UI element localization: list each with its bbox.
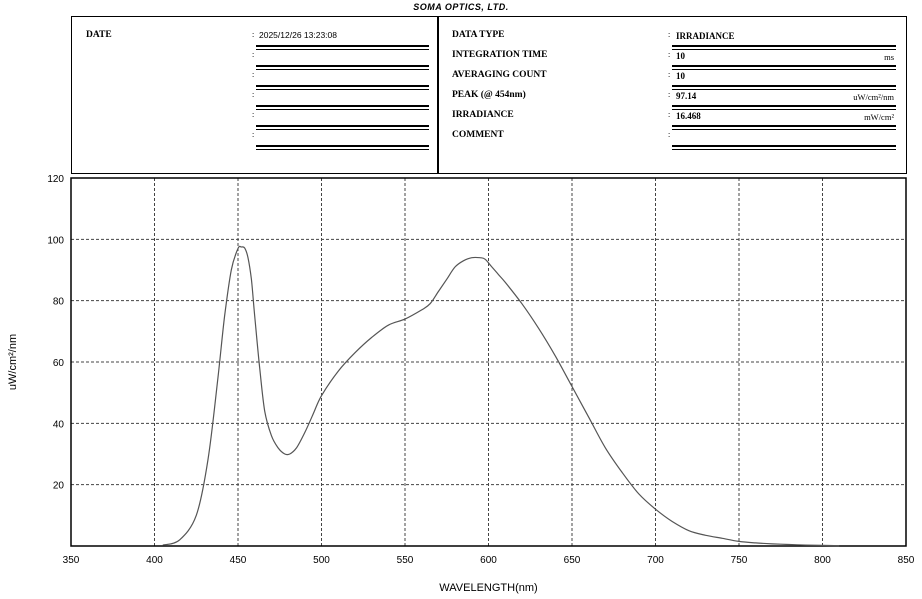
chart-grid (71, 178, 906, 546)
field-underline (672, 145, 896, 147)
chart-axes (70, 177, 907, 547)
header-divider (437, 16, 439, 174)
field-underline (256, 125, 429, 127)
field-underline (256, 65, 429, 67)
field-colon: : (668, 70, 671, 79)
right-field-label: AVERAGING COUNT (452, 70, 547, 80)
field-colon: : (252, 110, 255, 119)
y-tick-label: 100 (47, 235, 64, 246)
right-field-label: INTEGRATION TIME (452, 50, 548, 60)
field-underline (256, 89, 429, 90)
field-underline (256, 69, 429, 70)
x-tick-label: 500 (313, 555, 330, 566)
field-underline (672, 109, 896, 110)
field-underline (256, 109, 429, 110)
plot-frame (70, 177, 907, 547)
x-tick-label: 400 (146, 555, 163, 566)
field-colon: : (252, 130, 255, 139)
y-tick-label: 120 (47, 174, 64, 185)
right-field-value: 10 (676, 51, 685, 61)
chart-tick-labels: 350 400 450 500 550 600 650 700 750 800 850 20 40 60 8… (47, 174, 914, 566)
field-underline (672, 69, 896, 70)
left-field-value: 2025/12/26 13:23:08 (259, 30, 337, 40)
right-field-label: PEAK (@ 454nm) (452, 90, 526, 100)
field-underline (672, 85, 896, 87)
right-field-unit: mW/cm² (864, 112, 894, 122)
field-underline (256, 45, 429, 47)
field-underline (256, 85, 429, 87)
right-field-label: DATA TYPE (452, 30, 505, 40)
field-colon: : (252, 90, 255, 99)
right-field-value: 16.468 (676, 111, 701, 121)
company-name: SOMA OPTICS, LTD. (413, 2, 509, 12)
chart-series (162, 245, 840, 547)
x-tick-label: 850 (898, 555, 915, 566)
right-field-label: COMMENT (452, 130, 504, 140)
right-field-value: IRRADIANCE (676, 31, 735, 41)
spectrum-line (162, 245, 840, 547)
field-underline (672, 65, 896, 67)
left-field-label: DATE (86, 30, 112, 40)
field-underline (672, 105, 896, 107)
right-field-unit: ms (884, 52, 894, 62)
field-underline (256, 49, 429, 50)
y-tick-label: 20 (53, 481, 65, 492)
y-tick-label: 60 (53, 358, 65, 369)
field-colon: : (252, 30, 255, 39)
field-underline (672, 125, 896, 127)
field-colon: : (252, 50, 255, 59)
x-tick-label: 600 (480, 555, 497, 566)
field-underline (256, 145, 429, 147)
field-underline (672, 149, 896, 150)
header-table (71, 16, 907, 174)
right-field-value: 97.14 (676, 91, 697, 101)
field-colon: : (668, 50, 671, 59)
x-axis-title: WAVELENGTH(nm) (439, 582, 537, 594)
field-colon: : (668, 130, 671, 139)
x-tick-label: 550 (397, 555, 414, 566)
field-underline (256, 149, 429, 150)
x-tick-label: 750 (731, 555, 748, 566)
field-underline (672, 89, 896, 90)
x-tick-label: 450 (230, 555, 247, 566)
x-tick-label: 350 (63, 555, 80, 566)
field-underline (672, 129, 896, 130)
y-axis-title: uW/cm²/nm (7, 334, 19, 390)
x-tick-label: 700 (647, 555, 664, 566)
x-tick-label: 650 (564, 555, 581, 566)
field-underline (672, 45, 896, 47)
field-underline (256, 129, 429, 130)
field-underline (672, 49, 896, 50)
field-colon: : (668, 30, 671, 39)
right-field-unit: uW/cm²/nm (853, 92, 894, 102)
y-tick-label: 80 (53, 297, 65, 308)
x-tick-label: 800 (814, 555, 831, 566)
field-colon: : (668, 90, 671, 99)
right-field-label: IRRADIANCE (452, 110, 514, 120)
field-underline (256, 105, 429, 107)
field-colon: : (668, 110, 671, 119)
field-colon: : (252, 70, 255, 79)
y-tick-label: 40 (53, 419, 65, 430)
right-field-value: 10 (676, 71, 685, 81)
